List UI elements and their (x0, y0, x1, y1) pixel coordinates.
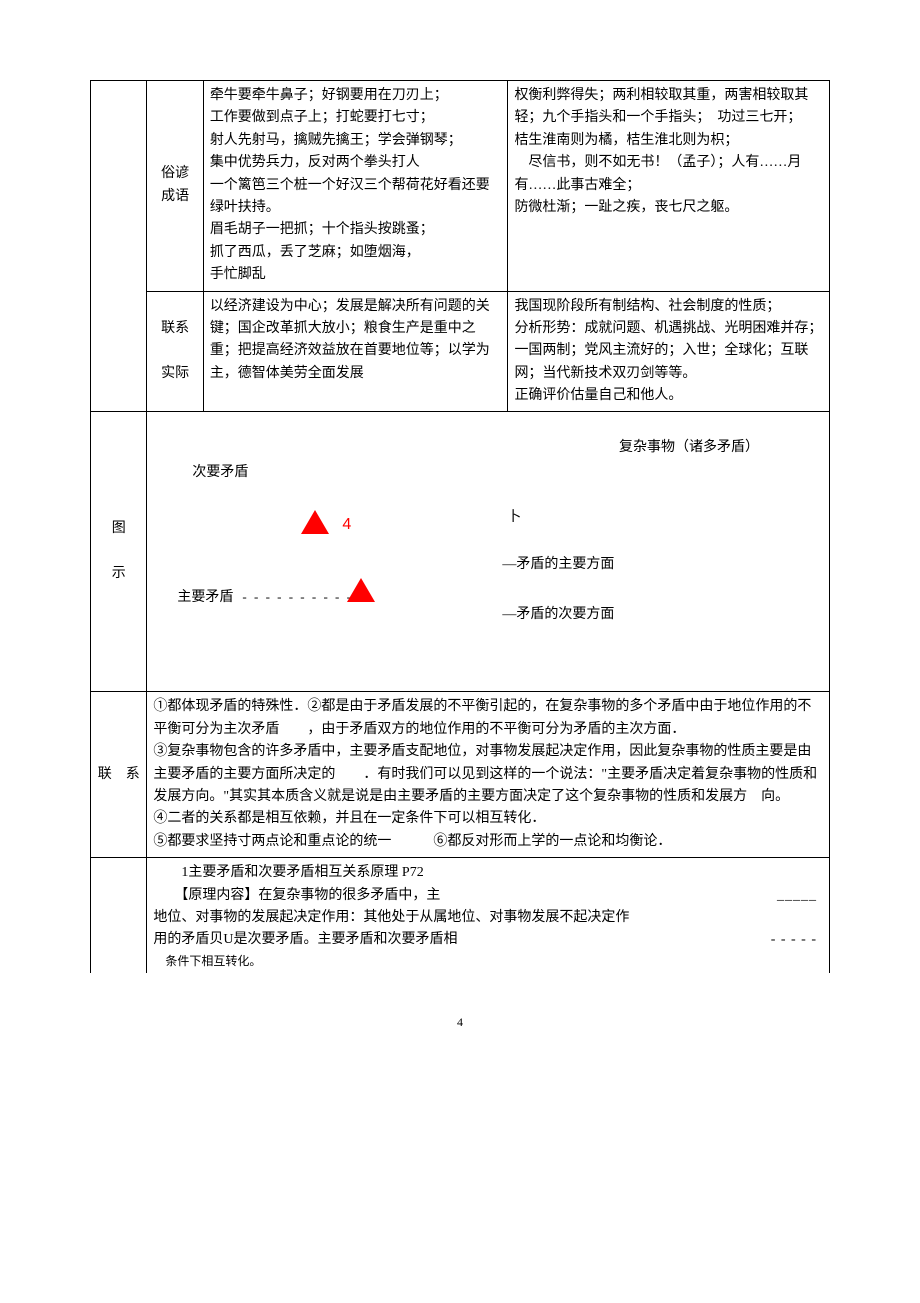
dashed-line: - - - - - - - - - - - (242, 587, 364, 608)
row-label: 图 示 (91, 412, 147, 692)
content-cell: 1主要矛盾和次要矛盾相互关系原理 P72 【原理内容】在复杂事物的很多矛盾中，主… (147, 858, 830, 973)
empty-cell (91, 858, 147, 973)
underline-dashes: _____ (777, 885, 817, 907)
diagram-area: 复杂事物（诸多矛盾） 次要矛盾 4 卜 —矛盾的主要方面 主要矛盾 - - - … (147, 412, 830, 692)
content-cell: ①都体现矛盾的特殊性．②都是由于矛盾发展的不平衡引起的，在复杂事物的多个矛盾中由… (147, 692, 830, 858)
cell-text: ①都体现矛盾的特殊性．②都是由于矛盾发展的不平衡引起的，在复杂事物的多个矛盾中由… (153, 696, 823, 853)
cell-text: 权衡利弊得失；两利相较取其重，两害相较取其轻；九个手指头和一个手指头； 功过三七… (514, 85, 823, 219)
cell-text: 以经济建设为中心；发展是解决所有问题的关键；国企改革抓大放小；粮食生产是重中之重… (210, 296, 502, 386)
content-cell: 牵牛要牵牛鼻子；好钢要用在刀刃上； 工作要做到点子上；打蛇要打七寸； 射人先射马… (203, 81, 508, 292)
diagram-ciyao: 次要矛盾 (192, 462, 248, 484)
table-row: 图 示 复杂事物（诸多矛盾） 次要矛盾 4 卜 —矛盾的主要方面 主要矛盾 - … (91, 412, 830, 692)
label-text: 图 示 (112, 521, 126, 581)
cell-text: 【原理内容】在复杂事物的很多矛盾中，主 (153, 888, 440, 903)
content-cell: 权衡利弊得失；两利相较取其重，两害相较取其轻；九个手指头和一个手指头； 功过三七… (508, 81, 830, 292)
cell-text: 1主要矛盾和次要矛盾相互关系原理 P72 (153, 862, 823, 884)
cell-text: 用的矛盾贝U是次要矛盾。主要矛盾和次要矛盾相 (153, 932, 457, 947)
red-number: 4 (342, 512, 351, 538)
label-text: 俗谚 成语 (161, 166, 189, 203)
underline-dashes: - - - - - (771, 929, 817, 951)
row-label: 俗谚 成语 (147, 81, 203, 292)
label-text: 联 系 (98, 767, 140, 782)
row-label: 联系 实际 (147, 291, 203, 412)
triangle-icon (301, 510, 329, 534)
main-table: 俗谚 成语 牵牛要牵牛鼻子；好钢要用在刀刃上； 工作要做到点子上；打蛇要打七寸；… (90, 80, 830, 973)
page-number: 4 (90, 1013, 830, 1032)
table-row: 俗谚 成语 牵牛要牵牛鼻子；好钢要用在刀刃上； 工作要做到点子上；打蛇要打七寸；… (91, 81, 830, 292)
table-row: 1主要矛盾和次要矛盾相互关系原理 P72 【原理内容】在复杂事物的很多矛盾中，主… (91, 858, 830, 973)
diagram-title: 复杂事物（诸多矛盾） (619, 437, 759, 459)
table-row: 联系 实际 以经济建设为中心；发展是解决所有问题的关键；国企改革抓大放小；粮食生… (91, 291, 830, 412)
content-cell: 以经济建设为中心；发展是解决所有问题的关键；国企改革抓大放小；粮食生产是重中之重… (203, 291, 508, 412)
diagram-zhuyao: 主要矛盾 (177, 587, 233, 609)
label-text: 联系 实际 (161, 321, 189, 381)
cell-text: 地位、对事物的发展起决定作用：其他处于从属地位、对事物发展不起决定作 (153, 907, 823, 929)
row-label: 联 系 (91, 692, 147, 858)
main-aspect: —矛盾的主要方面 (502, 554, 614, 576)
cell-text: 牵牛要牵牛鼻子；好钢要用在刀刃上； 工作要做到点子上；打蛇要打七寸； 射人先射马… (210, 85, 502, 287)
cell-text: 我国现阶段所有制结构、社会制度的性质； 分析形势：成就问题、机遇挑战、光明困难并… (514, 296, 823, 408)
cell-text: 条件下相互转化。 (153, 952, 823, 971)
table-row: 联 系 ①都体现矛盾的特殊性．②都是由于矛盾发展的不平衡引起的，在复杂事物的多个… (91, 692, 830, 858)
minor-aspect: —矛盾的次要方面 (502, 604, 614, 626)
content-cell: 我国现阶段所有制结构、社会制度的性质； 分析形势：成就问题、机遇挑战、光明困难并… (508, 291, 830, 412)
empty-cell (91, 81, 147, 412)
diagram-bu: 卜 (507, 507, 521, 529)
triangle-icon (347, 578, 375, 602)
